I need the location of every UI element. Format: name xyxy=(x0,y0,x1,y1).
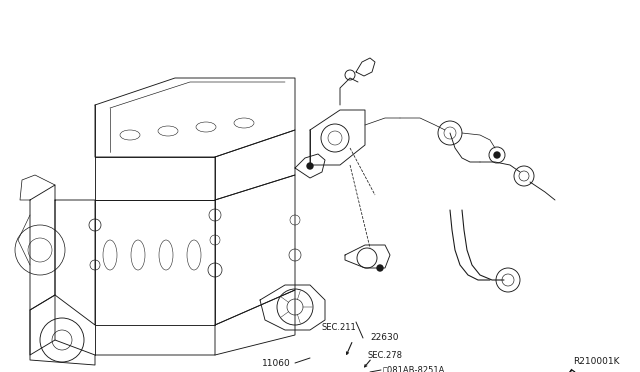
Circle shape xyxy=(494,152,500,158)
Text: SEC.278: SEC.278 xyxy=(368,350,403,359)
Circle shape xyxy=(377,265,383,271)
Text: FRONT: FRONT xyxy=(564,369,602,372)
Text: Ⓑ081AB-8251A: Ⓑ081AB-8251A xyxy=(383,366,445,372)
Circle shape xyxy=(307,163,313,169)
Text: R210001K: R210001K xyxy=(573,357,620,366)
Text: 22630: 22630 xyxy=(370,334,399,343)
Text: 11060: 11060 xyxy=(262,359,291,368)
Text: SEC.211: SEC.211 xyxy=(322,323,356,332)
